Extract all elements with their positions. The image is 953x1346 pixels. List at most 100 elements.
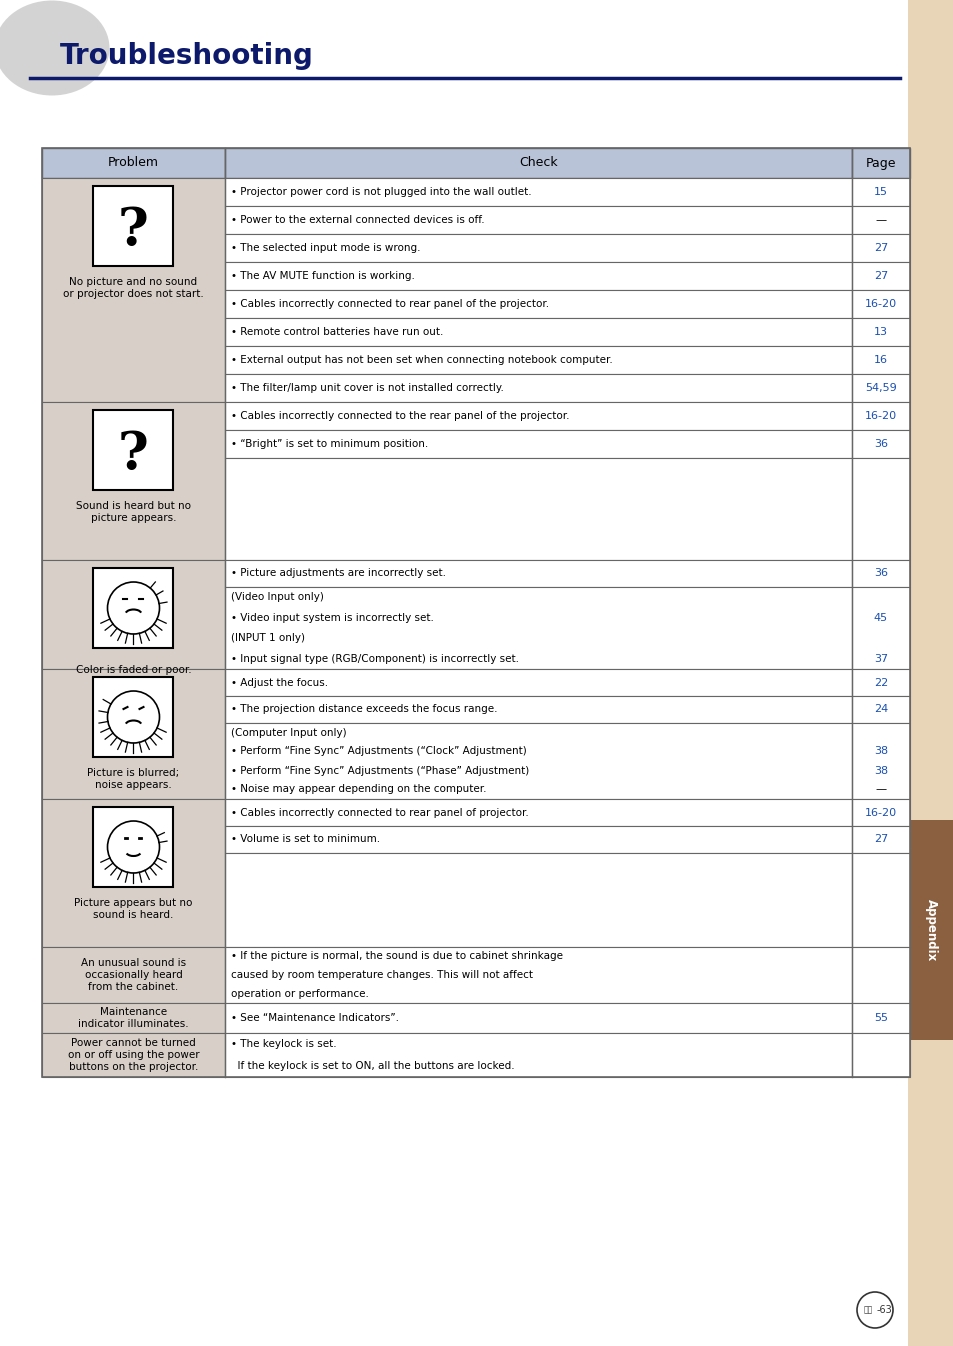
Bar bbox=[225, 948, 851, 1003]
Text: • Perform “Fine Sync” Adjustments (“Phase” Adjustment): • Perform “Fine Sync” Adjustments (“Phas… bbox=[231, 766, 529, 775]
Text: Sound is heard but no
picture appears.: Sound is heard but no picture appears. bbox=[76, 501, 191, 522]
Text: 27: 27 bbox=[873, 835, 887, 844]
Bar bbox=[42, 1032, 225, 1077]
Bar bbox=[851, 1032, 909, 1077]
Bar bbox=[225, 374, 851, 402]
Text: If the keylock is set to ON, all the buttons are locked.: If the keylock is set to ON, all the but… bbox=[231, 1061, 514, 1071]
Text: • The filter/lamp unit cover is not installed correctly.: • The filter/lamp unit cover is not inst… bbox=[231, 384, 503, 393]
Text: 55: 55 bbox=[873, 1014, 887, 1023]
Text: Maintenance
indicator illuminates.: Maintenance indicator illuminates. bbox=[78, 1007, 189, 1028]
Bar bbox=[93, 568, 173, 647]
Text: Problem: Problem bbox=[108, 156, 159, 170]
Bar bbox=[851, 318, 909, 346]
Bar bbox=[93, 186, 173, 267]
Bar bbox=[225, 148, 851, 178]
Bar bbox=[851, 696, 909, 723]
Bar bbox=[225, 289, 851, 318]
Bar bbox=[907, 820, 953, 1040]
Bar bbox=[851, 853, 909, 948]
Bar bbox=[851, 669, 909, 696]
Text: • External output has not been set when connecting notebook computer.: • External output has not been set when … bbox=[231, 355, 612, 365]
Bar bbox=[225, 234, 851, 262]
Bar bbox=[42, 148, 225, 178]
Bar bbox=[225, 1032, 851, 1077]
Text: Check: Check bbox=[518, 156, 558, 170]
Text: • Perform “Fine Sync” Adjustments (“Clock” Adjustment): • Perform “Fine Sync” Adjustments (“Cloc… bbox=[231, 747, 526, 756]
Text: Page: Page bbox=[864, 156, 895, 170]
Bar bbox=[225, 458, 851, 560]
Text: • See “Maintenance Indicators”.: • See “Maintenance Indicators”. bbox=[231, 1014, 398, 1023]
Text: • Picture adjustments are incorrectly set.: • Picture adjustments are incorrectly se… bbox=[231, 568, 446, 579]
Text: • Projector power cord is not plugged into the wall outlet.: • Projector power cord is not plugged in… bbox=[231, 187, 531, 197]
Bar bbox=[851, 178, 909, 206]
Bar bbox=[851, 826, 909, 853]
Bar bbox=[42, 560, 225, 669]
Text: • If the picture is normal, the sound is due to cabinet shrinkage: • If the picture is normal, the sound is… bbox=[231, 952, 562, 961]
Bar bbox=[225, 346, 851, 374]
Bar bbox=[42, 402, 225, 560]
Text: • Power to the external connected devices is off.: • Power to the external connected device… bbox=[231, 215, 484, 225]
Bar bbox=[851, 723, 909, 800]
Text: 37: 37 bbox=[873, 654, 887, 664]
Bar bbox=[225, 587, 851, 669]
Text: 24: 24 bbox=[873, 704, 887, 715]
Bar bbox=[42, 1003, 225, 1032]
Text: (Computer Input only): (Computer Input only) bbox=[231, 727, 346, 738]
Text: (Video Input only): (Video Input only) bbox=[231, 592, 323, 602]
Text: 36: 36 bbox=[873, 568, 887, 579]
Text: • The AV MUTE function is working.: • The AV MUTE function is working. bbox=[231, 271, 415, 281]
Bar bbox=[225, 696, 851, 723]
Bar bbox=[851, 262, 909, 289]
Bar bbox=[225, 800, 851, 826]
Circle shape bbox=[856, 1292, 892, 1329]
Bar bbox=[225, 560, 851, 587]
Bar bbox=[851, 429, 909, 458]
Bar bbox=[851, 1003, 909, 1032]
Bar bbox=[851, 560, 909, 587]
Text: • The projection distance exceeds the focus range.: • The projection distance exceeds the fo… bbox=[231, 704, 497, 715]
Text: —: — bbox=[875, 785, 885, 794]
Text: 27: 27 bbox=[873, 271, 887, 281]
Bar bbox=[851, 458, 909, 560]
Text: • Cables incorrectly connected to rear panel of projector.: • Cables incorrectly connected to rear p… bbox=[231, 808, 528, 817]
Bar bbox=[225, 402, 851, 429]
Text: • Noise may appear depending on the computer.: • Noise may appear depending on the comp… bbox=[231, 785, 486, 794]
Bar bbox=[225, 206, 851, 234]
Bar bbox=[225, 178, 851, 206]
Text: Picture is blurred;
noise appears.: Picture is blurred; noise appears. bbox=[88, 769, 179, 790]
Bar bbox=[225, 262, 851, 289]
Bar bbox=[225, 853, 851, 948]
Bar bbox=[93, 677, 173, 756]
Text: • The selected input mode is wrong.: • The selected input mode is wrong. bbox=[231, 244, 420, 253]
Text: • The keylock is set.: • The keylock is set. bbox=[231, 1039, 336, 1049]
Text: 54,59: 54,59 bbox=[864, 384, 896, 393]
Text: • Remote control batteries have run out.: • Remote control batteries have run out. bbox=[231, 327, 443, 336]
Text: 16: 16 bbox=[873, 355, 887, 365]
Bar bbox=[93, 411, 173, 490]
Bar bbox=[42, 669, 225, 800]
Text: • “Bright” is set to minimum position.: • “Bright” is set to minimum position. bbox=[231, 439, 428, 450]
Text: operation or performance.: operation or performance. bbox=[231, 989, 369, 999]
Bar bbox=[851, 587, 909, 669]
Text: • Cables incorrectly connected to rear panel of the projector.: • Cables incorrectly connected to rear p… bbox=[231, 299, 549, 310]
Text: -63: -63 bbox=[876, 1306, 892, 1315]
Text: 15: 15 bbox=[873, 187, 887, 197]
Bar bbox=[851, 206, 909, 234]
Text: Appendix: Appendix bbox=[923, 899, 937, 961]
Bar bbox=[851, 402, 909, 429]
Text: 16-20: 16-20 bbox=[864, 808, 896, 817]
Bar bbox=[225, 429, 851, 458]
Bar bbox=[851, 346, 909, 374]
Text: Troubleshooting: Troubleshooting bbox=[60, 42, 314, 70]
Text: ⒶⒷ: ⒶⒷ bbox=[862, 1306, 872, 1315]
Bar bbox=[42, 800, 225, 948]
Text: • Adjust the focus.: • Adjust the focus. bbox=[231, 677, 328, 688]
Text: 27: 27 bbox=[873, 244, 887, 253]
Bar bbox=[851, 148, 909, 178]
Bar bbox=[93, 808, 173, 887]
Bar bbox=[225, 826, 851, 853]
Text: No picture and no sound
or projector does not start.: No picture and no sound or projector doe… bbox=[63, 277, 204, 299]
Text: 45: 45 bbox=[873, 612, 887, 623]
Text: 38: 38 bbox=[873, 747, 887, 756]
Text: 16-20: 16-20 bbox=[864, 411, 896, 421]
